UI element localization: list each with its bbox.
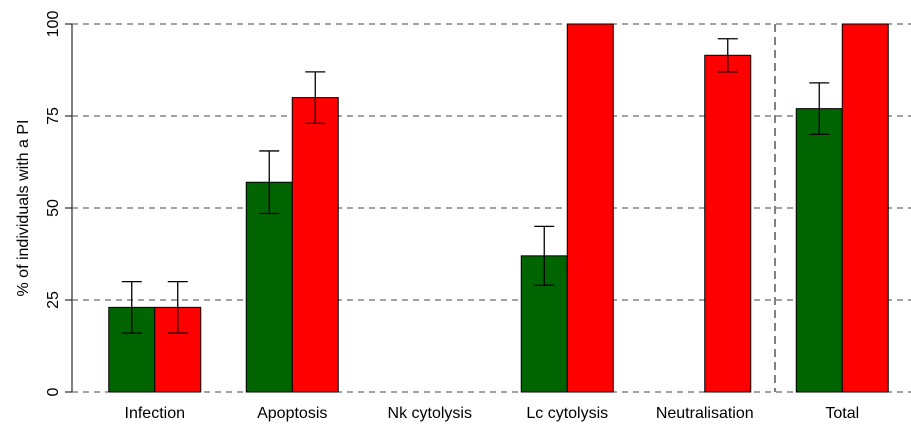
- bar: [795, 108, 843, 393]
- y-tick-label: 0: [45, 387, 62, 396]
- x-tick-label: Lc cytolysis: [526, 405, 608, 422]
- y-tick-label: 50: [45, 199, 62, 217]
- x-tick-label: Apoptosis: [257, 405, 327, 422]
- bar: [841, 23, 889, 393]
- bar: [704, 54, 752, 393]
- y-tick-label: 75: [45, 107, 62, 125]
- bar: [245, 181, 293, 393]
- y-axis-label: % of individuals with a PI: [15, 120, 32, 297]
- x-tick-label: Total: [825, 405, 859, 422]
- bar: [566, 23, 614, 393]
- x-tick-label: Nk cytolysis: [388, 405, 472, 422]
- x-tick-label: Neutralisation: [656, 405, 754, 422]
- y-tick-label: 100: [45, 11, 62, 38]
- bar: [291, 97, 339, 393]
- y-tick-label: 25: [45, 291, 62, 309]
- x-tick-label: Infection: [125, 405, 185, 422]
